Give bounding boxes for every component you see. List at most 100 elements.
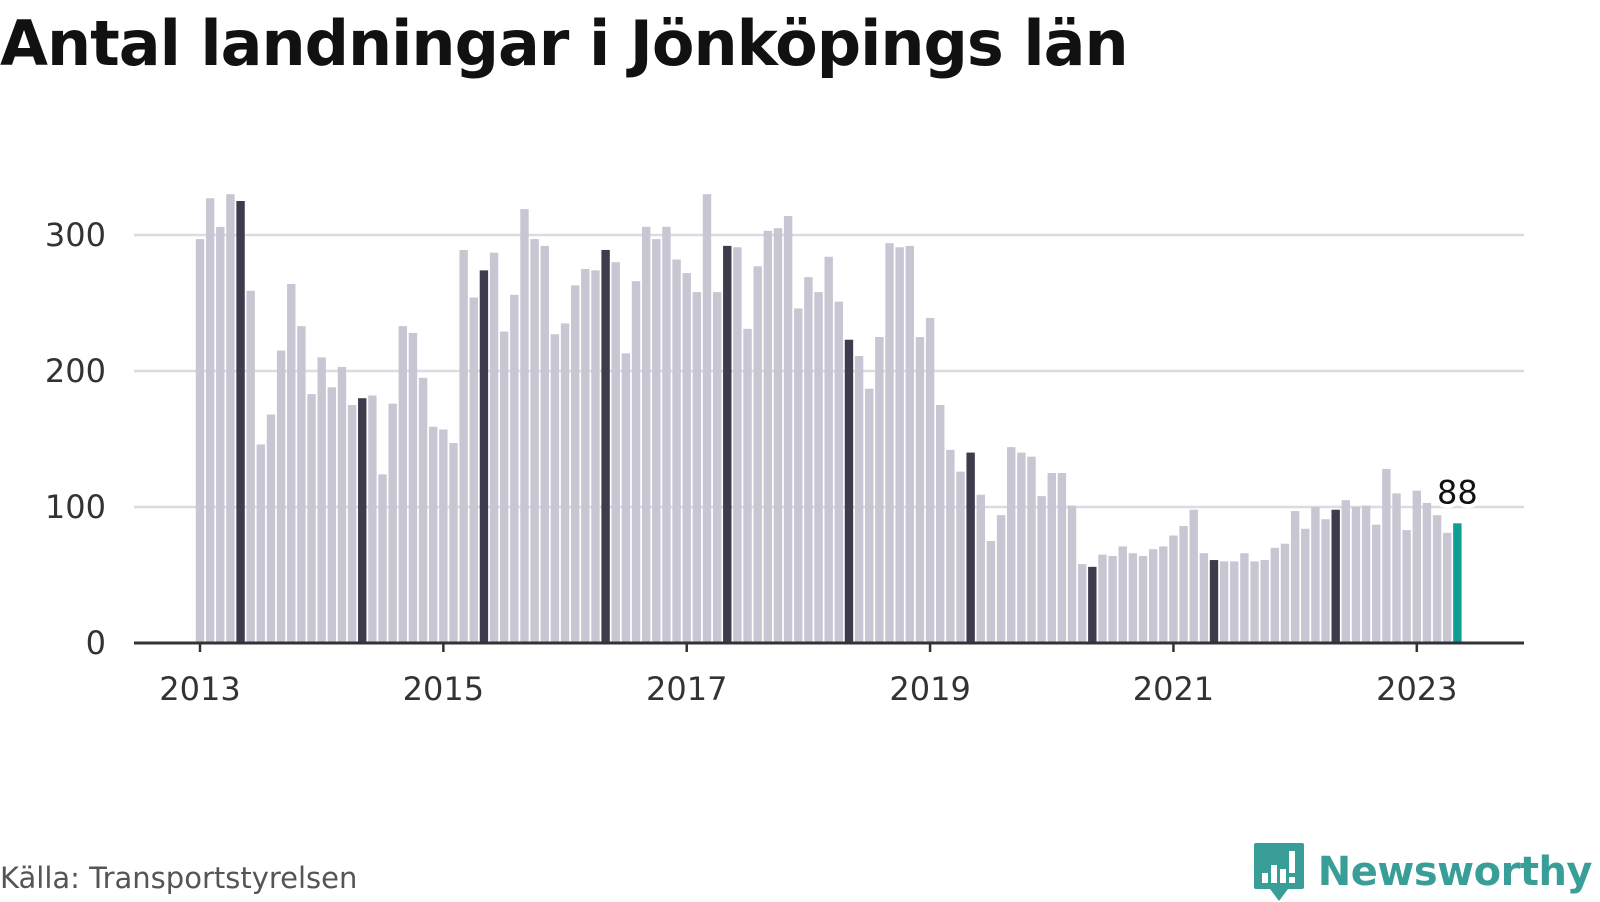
bar-2016-08 — [631, 281, 641, 643]
bar-2017-12 — [794, 308, 803, 643]
bar-2021-02 — [1179, 526, 1188, 643]
bar-2015-02 — [449, 443, 458, 643]
bar-2018-11 — [905, 245, 914, 643]
bar-2014-12 — [429, 426, 438, 643]
bar-2017-10 — [773, 228, 783, 643]
bar-2013-02 — [205, 198, 215, 643]
bar-2013-04 — [226, 194, 235, 643]
bar-2017-04 — [712, 292, 722, 643]
bar-2014-05 — [358, 398, 367, 643]
bar-2017-05 — [723, 245, 732, 643]
bar-2014-08 — [388, 403, 397, 643]
y-tick-label: 200 — [45, 352, 106, 390]
bar-2017-01 — [682, 273, 691, 643]
bar-2022-09 — [1372, 524, 1381, 643]
bar-chart-speech-bubble-icon — [1253, 843, 1304, 901]
bar-2020-03 — [1067, 505, 1077, 643]
bar-2014-04 — [347, 405, 357, 643]
bar-2016-06 — [611, 262, 620, 643]
source-note: Källa: Transportstyrelsen — [0, 861, 358, 895]
bar-2018-01 — [804, 277, 813, 643]
bar-2015-08 — [510, 294, 519, 643]
bar-2021-12 — [1280, 543, 1290, 643]
bar-2021-06 — [1219, 561, 1229, 643]
x-axis-ticks: 2013 2015 2017 2019 2021 2023 — [159, 643, 1458, 708]
bar-2021-08 — [1240, 553, 1249, 643]
bar-2017-02 — [692, 292, 702, 643]
bar-2023-01 — [1412, 490, 1421, 643]
chart-title: Antal landningar i Jönköpings län — [0, 7, 1129, 80]
bar-2021-04 — [1199, 553, 1209, 643]
bar-2019-08 — [996, 515, 1006, 643]
bar-2017-03 — [702, 194, 712, 643]
bar-2018-03 — [824, 256, 833, 643]
bar-2014-11 — [418, 377, 428, 643]
bar-2016-04 — [591, 270, 600, 643]
bar-2013-08 — [266, 414, 276, 643]
x-tick-label: 2023 — [1376, 670, 1457, 708]
bar-2013-11 — [297, 326, 306, 643]
bar-2016-10 — [652, 239, 661, 643]
bar-2014-06 — [368, 395, 377, 643]
bar-2020-06 — [1098, 554, 1107, 643]
bar-2022-11 — [1392, 493, 1401, 643]
bar-2015-11 — [540, 245, 549, 643]
bar-2021-01 — [1169, 535, 1178, 643]
bar-2019-02 — [936, 405, 945, 643]
bar-2013-10 — [287, 283, 296, 643]
x-tick-label: 2021 — [1133, 670, 1214, 708]
bar-2013-12 — [307, 394, 316, 643]
bar-2018-08 — [875, 337, 884, 643]
bar-2016-11 — [662, 226, 671, 643]
bar-2019-12 — [1037, 496, 1046, 643]
bar-2017-08 — [753, 266, 762, 643]
bar-2020-01 — [1047, 473, 1056, 643]
bar-2021-11 — [1270, 547, 1280, 643]
bar-2020-04 — [1077, 564, 1087, 643]
bar-2014-09 — [398, 326, 407, 643]
bar-2022-02 — [1301, 528, 1310, 643]
bar-2020-08 — [1118, 546, 1127, 643]
bar-2014-07 — [378, 474, 387, 643]
latest-value-label: 88 — [1437, 473, 1478, 511]
bar-2019-05 — [966, 452, 975, 643]
bar-2018-09 — [885, 243, 894, 643]
bar-2018-05 — [844, 339, 854, 643]
bar-2013-05 — [236, 201, 245, 643]
x-tick-label: 2015 — [403, 670, 484, 708]
bar-2022-03 — [1311, 507, 1320, 643]
bar-2022-10 — [1382, 468, 1391, 643]
bar-2019-09 — [1007, 447, 1016, 643]
bar-2021-10 — [1260, 560, 1269, 643]
bar-2017-06 — [733, 247, 742, 644]
bar-2020-10 — [1138, 555, 1148, 643]
bar-2020-05 — [1088, 566, 1097, 643]
bar-2018-02 — [814, 292, 823, 643]
bar-2018-10 — [895, 247, 904, 644]
bar-2013-07 — [256, 444, 266, 643]
bar-2015-10 — [530, 239, 539, 643]
bar-2020-02 — [1057, 473, 1067, 643]
bar-2016-09 — [641, 226, 651, 643]
bar-2022-01 — [1290, 511, 1300, 643]
bar-2022-06 — [1341, 500, 1351, 643]
bar-2021-05 — [1209, 560, 1219, 643]
bar-2014-02 — [327, 387, 337, 643]
bar-2023-03 — [1432, 515, 1442, 643]
bar-2015-07 — [500, 331, 509, 643]
x-tick-label: 2017 — [646, 670, 727, 708]
bar-2015-06 — [489, 252, 499, 643]
x-tick-label: 2019 — [889, 670, 970, 708]
bar-2016-05 — [601, 249, 610, 643]
bar-2017-09 — [763, 230, 773, 644]
bar-2015-03 — [459, 249, 468, 643]
latest-value-annotation: 88 — [1433, 469, 1482, 515]
bar-2020-09 — [1128, 553, 1138, 643]
bar-2013-01 — [195, 239, 205, 643]
bar-2013-09 — [276, 350, 286, 643]
bar-2023-05 — [1453, 523, 1462, 643]
bar-2023-02 — [1422, 502, 1432, 643]
bar-2017-11 — [783, 215, 793, 643]
bar-2016-07 — [621, 353, 631, 643]
